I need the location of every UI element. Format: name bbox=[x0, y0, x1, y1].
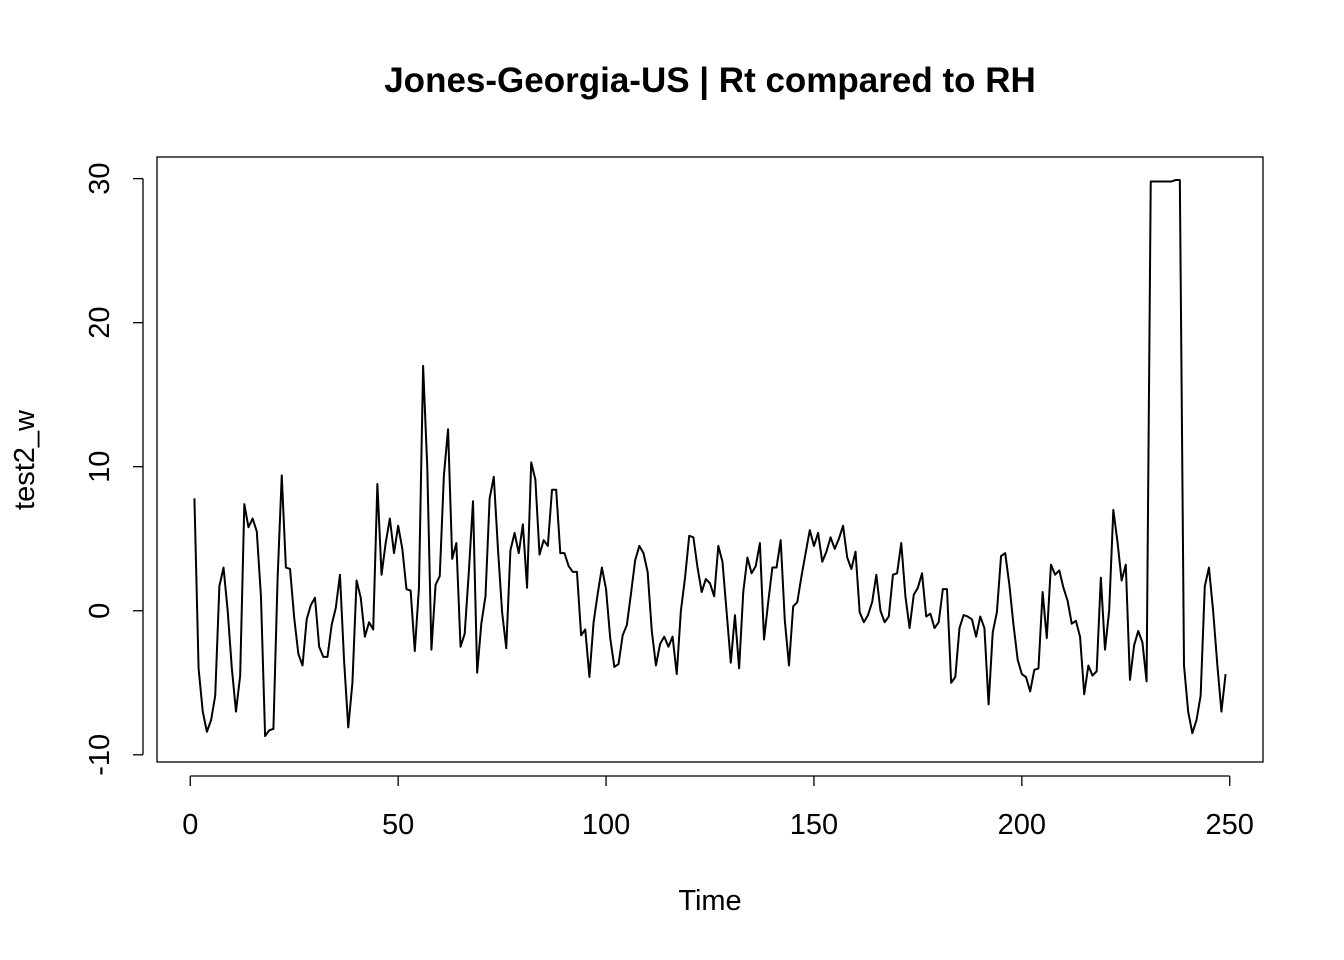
x-tick-label: 0 bbox=[182, 809, 198, 841]
x-axis: 0 50 100 150 200 250 bbox=[182, 775, 1254, 841]
x-tick-label: 200 bbox=[998, 809, 1046, 841]
x-tick-label: 50 bbox=[382, 809, 414, 841]
series-line-0 bbox=[193, 179, 1227, 738]
y-tick-label: 30 bbox=[84, 162, 116, 194]
y-tick-label: 20 bbox=[84, 307, 116, 339]
x-tick-label: 250 bbox=[1206, 809, 1254, 841]
x-tick-label: 100 bbox=[582, 809, 630, 841]
chart-title: Jones-Georgia-US | Rt compared to RH bbox=[384, 61, 1036, 100]
y-axis: -10 0 10 20 30 bbox=[84, 162, 144, 776]
y-tick-label: 0 bbox=[84, 603, 116, 619]
series-layer bbox=[193, 179, 1227, 738]
y-tick-label: -10 bbox=[84, 734, 116, 776]
y-axis-label: test2_w bbox=[9, 409, 41, 510]
x-axis-label: Time bbox=[678, 885, 741, 917]
plot-area-frame bbox=[156, 156, 1264, 763]
x-tick-label: 150 bbox=[790, 809, 838, 841]
y-tick-label: 10 bbox=[84, 451, 116, 483]
